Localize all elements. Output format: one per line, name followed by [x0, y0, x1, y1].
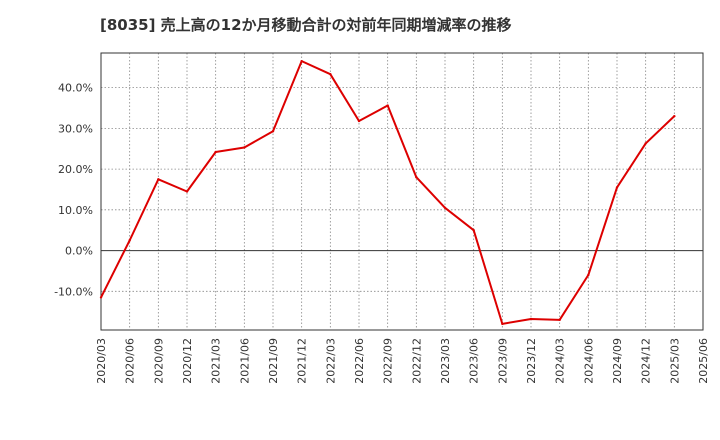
- x-tick-label: 2020/06: [124, 338, 137, 384]
- data-point: [99, 296, 103, 299]
- y-tick-label: 0.0%: [65, 245, 93, 258]
- x-tick-label: 2024/06: [582, 338, 595, 384]
- x-tick-label: 2024/03: [554, 338, 567, 384]
- data-point: [529, 317, 533, 321]
- x-tick-label: 2023/06: [468, 338, 481, 384]
- plot-area: [101, 53, 703, 330]
- plot-frame: [100, 52, 704, 331]
- data-point: [415, 176, 418, 179]
- x-tick-label: 2025/03: [668, 338, 681, 384]
- data-point: [357, 119, 361, 123]
- data-point: [443, 206, 447, 209]
- data-point: [558, 318, 561, 322]
- x-tick-label: 2020/12: [181, 338, 194, 384]
- data-point: [243, 146, 246, 149]
- x-tick-label: 2022/06: [353, 338, 366, 384]
- data-point: [644, 142, 647, 145]
- x-tick-label: 2023/03: [439, 338, 452, 384]
- data-point: [128, 239, 131, 242]
- data-point: [472, 228, 475, 232]
- data-point: [386, 104, 389, 107]
- x-tick-label: 2021/09: [267, 338, 280, 384]
- x-tick-label: 2023/09: [496, 338, 509, 384]
- x-tick-label: 2020/03: [95, 338, 108, 384]
- data-point: [587, 273, 590, 277]
- data-point: [300, 59, 303, 63]
- x-tick-label: 2025/06: [697, 338, 710, 384]
- data-point: [271, 130, 275, 133]
- x-tick-label: 2021/06: [238, 338, 251, 384]
- y-tick-label: 10.0%: [58, 204, 93, 217]
- x-tick-label: 2024/09: [611, 338, 624, 384]
- chart-title: [8035] 売上高の12か月移動合計の対前年同期増減率の推移: [100, 16, 512, 34]
- x-tick-label: 2021/03: [210, 338, 223, 384]
- data-point: [185, 190, 189, 193]
- x-tick-label: 2022/09: [382, 338, 395, 384]
- data-point: [157, 178, 160, 181]
- x-tick-label: 2020/09: [152, 338, 165, 384]
- y-tick-label: 40.0%: [58, 82, 93, 95]
- x-tick-label: 2021/12: [296, 338, 309, 384]
- y-tick-label: -10.0%: [54, 285, 93, 298]
- data-point: [673, 114, 676, 118]
- y-tick-label: 30.0%: [58, 122, 93, 135]
- data-point: [329, 72, 332, 76]
- y-tick-label: 20.0%: [58, 163, 93, 176]
- data-point: [214, 150, 217, 154]
- data-point: [615, 186, 619, 189]
- x-tick-label: 2022/12: [410, 338, 423, 384]
- x-tick-label: 2023/12: [525, 338, 538, 384]
- data-point: [501, 322, 504, 326]
- x-tick-label: 2024/12: [640, 338, 653, 384]
- x-tick-label: 2022/03: [324, 338, 337, 384]
